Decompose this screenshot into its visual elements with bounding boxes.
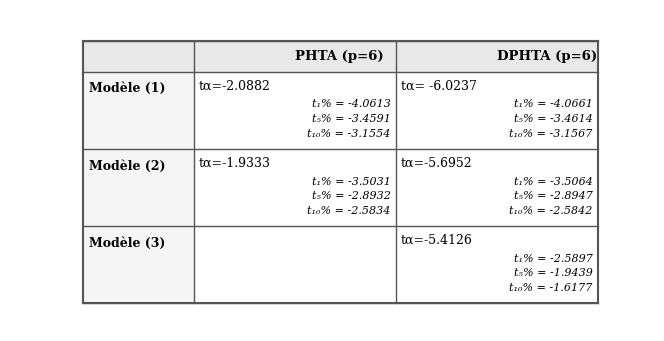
- Text: PHTA (p=6): PHTA (p=6): [295, 50, 383, 63]
- Text: tα=-1.9333: tα=-1.9333: [199, 157, 271, 169]
- Bar: [83, 72, 194, 303]
- Text: Modèle (3): Modèle (3): [89, 237, 165, 250]
- Text: tα= -6.0237: tα= -6.0237: [401, 79, 477, 92]
- Text: Modèle (2): Modèle (2): [89, 160, 166, 173]
- Text: t₅% = -2.8947: t₅% = -2.8947: [513, 191, 592, 201]
- Bar: [83, 41, 598, 72]
- Text: t₅% = -1.9439: t₅% = -1.9439: [513, 268, 592, 278]
- Text: t₁₀% = -3.1567: t₁₀% = -3.1567: [509, 129, 592, 139]
- Text: t₅% = -3.4614: t₅% = -3.4614: [513, 114, 592, 124]
- Text: t₁% = -3.5064: t₁% = -3.5064: [513, 177, 592, 187]
- Text: t₁₀% = -1.6177: t₁₀% = -1.6177: [509, 283, 592, 293]
- Text: tα=-2.0882: tα=-2.0882: [199, 79, 271, 92]
- Text: tα=-5.6952: tα=-5.6952: [401, 157, 473, 169]
- Text: t₁₀% = -3.1554: t₁₀% = -3.1554: [307, 129, 390, 139]
- Text: t₅% = -3.4591: t₅% = -3.4591: [312, 114, 390, 124]
- Text: t₁₀% = -2.5842: t₁₀% = -2.5842: [509, 206, 592, 216]
- Text: t₅% = -2.8932: t₅% = -2.8932: [312, 191, 390, 201]
- Text: t₁% = -2.5897: t₁% = -2.5897: [513, 254, 592, 264]
- Text: tα=-5.4126: tα=-5.4126: [401, 234, 473, 247]
- Text: DPHTA (p=6): DPHTA (p=6): [497, 50, 597, 63]
- Text: t₁% = -3.5031: t₁% = -3.5031: [312, 177, 390, 187]
- Text: t₁% = -4.0661: t₁% = -4.0661: [513, 99, 592, 109]
- Text: t₁% = -4.0613: t₁% = -4.0613: [312, 99, 390, 109]
- Text: t₁₀% = -2.5834: t₁₀% = -2.5834: [307, 206, 390, 216]
- Text: Modèle (1): Modèle (1): [89, 83, 166, 95]
